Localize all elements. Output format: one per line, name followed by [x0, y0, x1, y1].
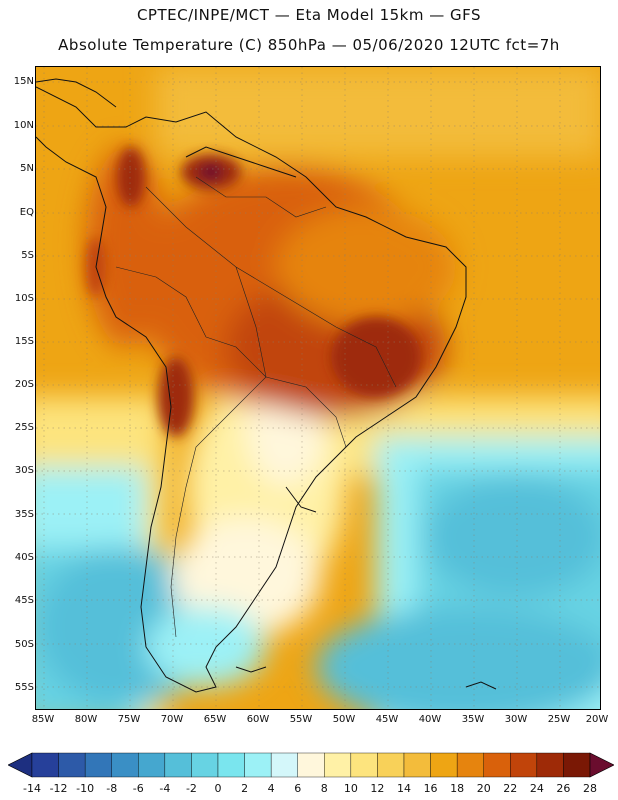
colorbar-bin [58, 752, 86, 778]
lat-label-eq: EQ [19, 207, 34, 218]
colorbar-bin [403, 752, 431, 778]
lon-label-85w: 85W [31, 714, 55, 725]
colorbar-bin [456, 752, 484, 778]
colorbar-bin [430, 752, 458, 778]
colorbar-tick-label: 28 [583, 782, 597, 795]
colorbar [8, 752, 614, 778]
colorbar-bin [324, 752, 352, 778]
colorbar-tick-label: 14 [397, 782, 411, 795]
lat-label-55s: 55S [14, 682, 34, 693]
lat-label-25s: 25S [14, 422, 34, 433]
colorbar-tick-label: -4 [159, 782, 171, 795]
colorbar-tick-label: 12 [370, 782, 385, 795]
colorbar-tick-label: -2 [185, 782, 197, 795]
lat-label-20s: 20S [14, 379, 34, 390]
lat-label-5n: 5N [20, 163, 34, 174]
colorbar-tick-label: 24 [529, 782, 544, 795]
colorbar-tick-label: -14 [23, 782, 41, 795]
colorbar-tick-label: 8 [320, 782, 328, 795]
lat-label-10n: 10N [13, 120, 34, 131]
lon-label-45w: 45W [375, 714, 399, 725]
graticule [36, 67, 600, 709]
colorbar-bins [31, 752, 591, 778]
colorbar-bin [483, 752, 511, 778]
colorbar-bin [191, 752, 219, 778]
lon-label-65w: 65W [203, 714, 227, 725]
temperature-map [35, 66, 601, 710]
lat-label-5s: 5S [21, 250, 34, 261]
colorbar-tick-label: -12 [49, 782, 68, 795]
colorbar-tick-label: 0 [214, 782, 222, 795]
colorbar-bin [164, 752, 192, 778]
lat-label-45s: 45S [14, 595, 34, 606]
lon-label-50w: 50W [332, 714, 356, 725]
colorbar-bin [84, 752, 112, 778]
lon-label-40w: 40W [418, 714, 442, 725]
coastlines [36, 78, 497, 693]
colorbar-tick-label: 4 [267, 782, 275, 795]
colorbar-bin [510, 752, 538, 778]
lat-label-15n: 15N [13, 76, 34, 87]
colorbar-bin [563, 752, 591, 778]
colorbar-tick-label: -8 [106, 782, 118, 795]
lon-label-60w: 60W [246, 714, 270, 725]
colorbar-tick-label: 18 [450, 782, 465, 795]
lon-label-20w: 20W [585, 714, 609, 725]
lon-label-25w: 25W [547, 714, 571, 725]
colorbar-bin [297, 752, 325, 778]
colorbar-bin [111, 752, 139, 778]
map-canvas [36, 67, 600, 709]
lon-label-70w: 70W [160, 714, 184, 725]
lon-label-30w: 30W [504, 714, 528, 725]
lat-label-35s: 35S [14, 509, 34, 520]
lon-label-75w: 75W [117, 714, 141, 725]
colorbar-bin [138, 752, 166, 778]
lat-label-30s: 30S [14, 465, 34, 476]
chart-title-line1: CPTEC/INPE/MCT — Eta Model 15km — GFS [136, 6, 482, 24]
colorbar-over-arrow [589, 752, 614, 778]
colorbar-bin [377, 752, 405, 778]
colorbar-tick-label: 26 [556, 782, 571, 795]
colorbar-tick-label: 10 [343, 782, 358, 795]
colorbar-tick-label: -10 [76, 782, 95, 795]
lat-label-15s: 15S [14, 336, 34, 347]
lat-label-50s: 50S [14, 639, 34, 650]
colorbar-tick-label: 22 [503, 782, 518, 795]
colorbar-under-arrow [8, 752, 33, 778]
colorbar-bin [536, 752, 564, 778]
lon-label-80w: 80W [74, 714, 98, 725]
colorbar-bin [31, 752, 59, 778]
colorbar-tick-label: 20 [476, 782, 491, 795]
country-borders [115, 176, 397, 638]
lat-label-40s: 40S [14, 552, 34, 563]
colorbar-bin [217, 752, 245, 778]
colorbar-tick-label: -6 [132, 782, 144, 795]
lon-label-55w: 55W [289, 714, 313, 725]
colorbar-tick-label: 2 [241, 782, 249, 795]
lon-label-35w: 35W [461, 714, 485, 725]
chart-title-line2: Absolute Temperature (C) 850hPa — 05/06/… [58, 36, 560, 54]
lat-label-10s: 10S [14, 293, 34, 304]
colorbar-bin [270, 752, 298, 778]
colorbar-bin [244, 752, 272, 778]
colorbar-bin [350, 752, 378, 778]
colorbar-tick-label: 6 [294, 782, 302, 795]
colorbar-tick-label: 16 [423, 782, 438, 795]
